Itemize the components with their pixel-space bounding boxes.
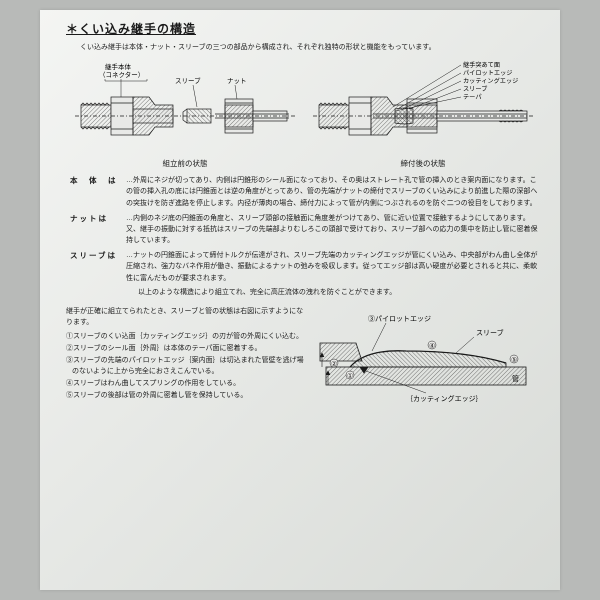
label-butt: 継手突あて面: [463, 61, 500, 69]
label-pilot: パイロットエッジ: [463, 70, 513, 77]
diagram-post-assembly: 継手突あて面 パイロットエッジ カッティングエッジ スリーブ テーパ 締付後の状…: [313, 59, 533, 169]
section-body: 本 体 は …外周にネジが切ってあり、内側は円錐形のシール面になっており、その奥…: [66, 175, 542, 209]
cross-section-diagram: ② ① ④ ⑤ ③パイロットエッジ スリーブ 管 ｛カッティングエッジ｝: [316, 307, 536, 411]
cross-svg: ② ① ④ ⑤ ③パイロットエッジ スリーブ 管 ｛カッティングエッジ｝: [316, 307, 536, 407]
label-sleeve2: スリーブ: [463, 85, 487, 93]
caption-post: 締付後の状態: [313, 158, 533, 170]
label-sleeve: スリーブ: [175, 76, 201, 85]
section-sleeve-label: スリーブは: [66, 250, 126, 284]
label-body: 継手本体: [105, 62, 132, 71]
document-page: ＊くい込み継手の構造 くい込み継手は本体・ナット・スリーブの三つの部品から構成さ…: [40, 10, 560, 590]
diagrams-row: 継手本体 （コネクター） スリーブ ナット 組立前の状態: [66, 59, 542, 169]
callout-1: ①: [347, 372, 353, 380]
label-connector: （コネクター）: [99, 70, 144, 79]
note-2: ②スリーブのシール面｛外周｝は本体のテーパ面に密着する。: [66, 344, 306, 355]
cross-pilot: ③パイロットエッジ: [368, 315, 431, 323]
summary-text: 以上のような構造により組立てれ、完全に高圧流体の洩れを防ぐことができます。: [66, 288, 542, 299]
cross-cut: ｛カッティングエッジ｝: [406, 394, 483, 403]
label-nut: ナット: [227, 77, 247, 85]
note-4: ④スリーブはわん曲してスプリングの作用をしている。: [66, 379, 306, 390]
section-body-label: 本 体 は: [66, 175, 126, 209]
note-intro: 継手が正確に組立てられたとき、スリーブと管の状態は右図に示すようになります。: [66, 307, 306, 329]
diagram-pre-assembly: 継手本体 （コネクター） スリーブ ナット 組立前の状態: [75, 59, 295, 169]
callout-4: ④: [429, 342, 435, 350]
notes-column: 継手が正確に組立てられたとき、スリーブと管の状態は右図に示すようになります。 ①…: [66, 307, 306, 411]
label-cut: カッティングエッジ: [463, 77, 518, 85]
section-body-text: …外周にネジが切ってあり、内側は円錐形のシール面になっており、その奥はストレート…: [126, 175, 542, 209]
cross-pipe: 管: [512, 374, 519, 383]
caption-pre: 組立前の状態: [75, 158, 295, 170]
note-3: ③スリーブの先端のパイロットエッジ｛案内面｝は切込まれた管壁を逃げ場のないように…: [66, 356, 306, 378]
section-nut-label: ナットは: [66, 213, 126, 247]
diagram-pre-svg: 継手本体 （コネクター） スリーブ ナット: [75, 59, 295, 151]
section-nut: ナットは …内側のネジ底の円錐面の角度と、スリーブ頭部の接触面に角度差がつけてあ…: [66, 213, 542, 247]
note-1: ①スリーブのくい込面｛カッティングエッジ｝の刃が管の外周にくい込む。: [66, 332, 306, 343]
section-nut-text: …内側のネジ底の円錐面の角度と、スリーブ頭部の接触面に角度差がつけてあり、管に近…: [126, 213, 542, 247]
section-sleeve-text: …ナットの円錐面によって締付トルクが伝達がされ、スリーブ先端のカッティングエッジ…: [126, 250, 542, 284]
bottom-row: 継手が正確に組立てられたとき、スリーブと管の状態は右図に示すようになります。 ①…: [66, 307, 542, 411]
page-title: ＊くい込み継手の構造: [66, 20, 542, 39]
label-taper: テーパ: [463, 94, 482, 101]
diagram-post-svg: 継手突あて面 パイロットエッジ カッティングエッジ スリーブ テーパ: [313, 59, 533, 151]
note-5: ⑤スリーブの後部は管の外周に密着し管を保持している。: [66, 391, 306, 402]
intro-text: くい込み継手は本体・ナット・スリーブの三つの部品から構成され、それぞれ独特の形状…: [66, 43, 542, 54]
outer-frame: ＊くい込み継手の構造 くい込み継手は本体・ナット・スリーブの三つの部品から構成さ…: [0, 0, 600, 600]
cross-sleeve: スリーブ: [476, 328, 504, 337]
section-sleeve: スリーブは …ナットの円錐面によって締付トルクが伝達がされ、スリーブ先端のカッテ…: [66, 250, 542, 284]
callout-2: ②: [331, 360, 337, 368]
callout-5: ⑤: [511, 356, 517, 364]
